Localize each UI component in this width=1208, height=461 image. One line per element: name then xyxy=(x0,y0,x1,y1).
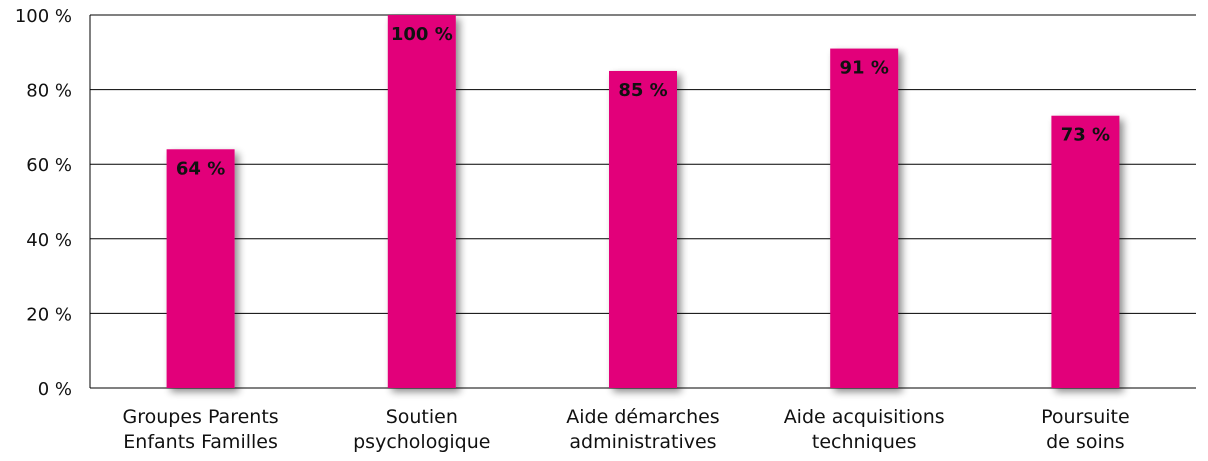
y-tick-label: 40 % xyxy=(26,230,72,251)
x-category-label: administratives xyxy=(569,431,716,453)
y-tick-label: 80 % xyxy=(26,81,72,102)
labels: 0 % 20 % 40 % 60 % 80 % 100 % 64 % Groupes Pare… xyxy=(15,6,1130,453)
bar xyxy=(609,70,677,388)
x-category-label: psychologique xyxy=(353,431,490,453)
y-tick-label: 0 % xyxy=(38,379,72,400)
x-category-label: Enfants Familles xyxy=(123,431,278,453)
data-label: 64 % xyxy=(176,158,225,179)
data-label: 85 % xyxy=(618,80,667,101)
x-category-label: Aide démarches xyxy=(566,406,719,428)
data-label: 100 % xyxy=(391,24,453,45)
x-category-label: Soutien xyxy=(386,406,458,428)
x-category-label: Groupes Parents xyxy=(122,406,278,428)
y-tick-label: 100 % xyxy=(15,6,72,27)
x-category-label: Poursuite xyxy=(1041,406,1130,428)
bar xyxy=(166,149,235,388)
data-label: 73 % xyxy=(1061,125,1110,146)
bar xyxy=(830,48,899,388)
y-tick-label: 60 % xyxy=(26,155,72,176)
bars xyxy=(166,15,1120,389)
bar xyxy=(387,15,456,388)
x-category-label: Aide acquisitions xyxy=(784,406,945,428)
x-category-label: techniques xyxy=(812,431,917,453)
data-label: 91 % xyxy=(840,58,889,79)
y-tick-label: 20 % xyxy=(26,304,72,325)
bar xyxy=(1051,115,1120,389)
x-category-label: de soins xyxy=(1046,431,1125,453)
